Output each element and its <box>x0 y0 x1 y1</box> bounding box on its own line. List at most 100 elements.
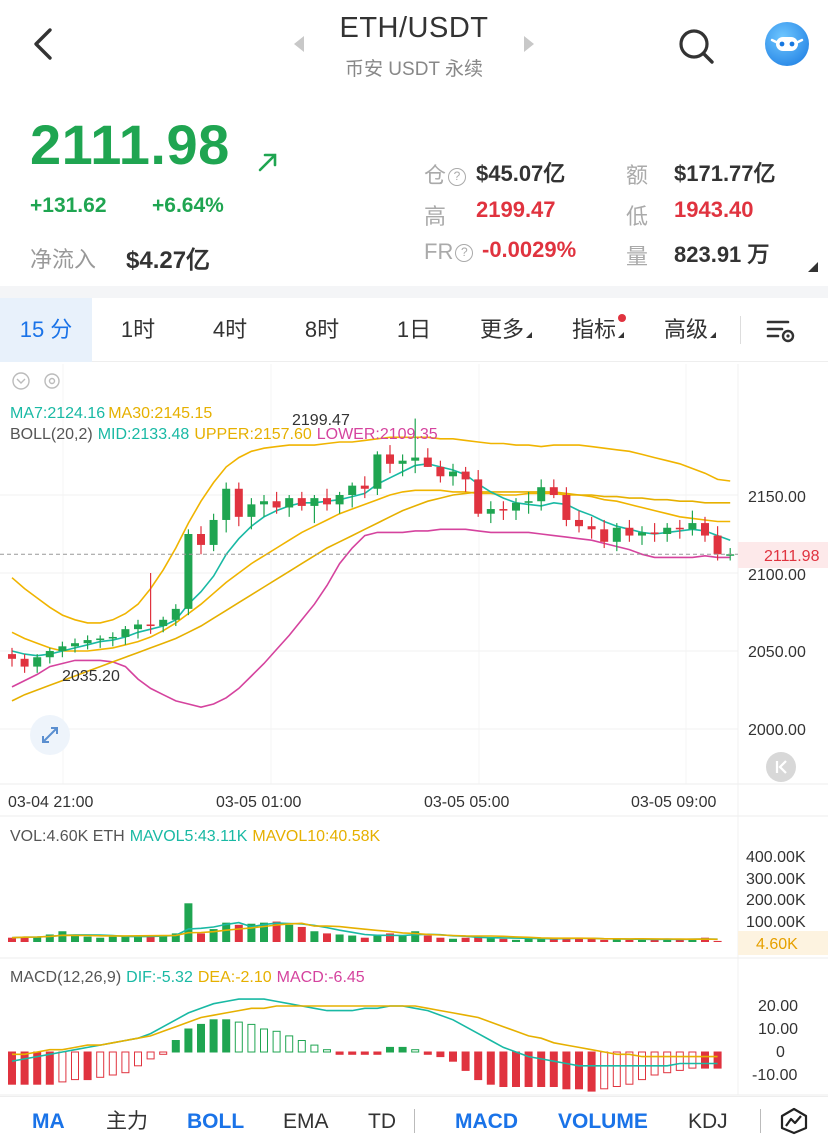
macd-bar <box>524 1051 533 1087</box>
mavol10-line <box>11 922 718 941</box>
indicator-kdj[interactable]: KDJ <box>688 1110 728 1133</box>
gear-icon[interactable] <box>44 373 60 389</box>
indicator-boll[interactable]: BOLL <box>187 1110 245 1133</box>
expand-corner-icon[interactable] <box>808 262 818 272</box>
drawing-tool-icon[interactable] <box>780 1107 808 1135</box>
candle-body <box>197 534 205 545</box>
legend-boll: BOLL(20,2) <box>10 426 93 443</box>
candle-body <box>575 519 583 527</box>
caret-icon <box>710 332 716 338</box>
boll-upper-line <box>11 436 731 624</box>
macd-bar <box>537 1051 546 1087</box>
volume-bar <box>663 938 672 942</box>
open-interest-label: 仓? <box>424 158 467 190</box>
candle-body <box>650 532 659 534</box>
indicator-td[interactable]: TD <box>368 1110 396 1133</box>
indicator-macd[interactable]: MACD <box>455 1110 518 1133</box>
macd-bar <box>297 1040 306 1053</box>
macd-bar <box>549 1051 558 1087</box>
high-label: 高 <box>424 204 447 229</box>
candle-body <box>449 471 457 477</box>
ma7-line <box>11 462 731 657</box>
prev-pair-icon[interactable] <box>294 36 304 52</box>
scroll-latest-button[interactable] <box>766 752 796 782</box>
candle-body <box>612 527 621 542</box>
volume-bar <box>83 936 92 942</box>
caret-icon <box>526 332 532 338</box>
low-marker-label: 2035.20 <box>62 668 120 685</box>
fullscreen-button[interactable] <box>30 715 70 755</box>
volume-bar <box>121 935 130 942</box>
legend-vol: VOL:4.60K ETH <box>10 828 125 845</box>
legend-dea: DEA:-2.10 <box>198 969 272 986</box>
macd-bar <box>45 1051 54 1085</box>
macd-bar <box>260 1028 268 1053</box>
volume-bar <box>713 940 722 942</box>
candle-body <box>209 519 218 545</box>
tab-1h[interactable]: 1时 <box>120 317 156 342</box>
y-tick-2100: 2100.00 <box>748 567 806 584</box>
volume-bar <box>474 936 483 942</box>
x-tick-2: 03-05 05:00 <box>424 794 510 811</box>
tab-4h[interactable]: 4时 <box>212 317 248 342</box>
indicator-bar: MA 主力 BOLL EMA TD MACD VOLUME KDJ <box>0 1096 828 1146</box>
chart-settings-icon[interactable] <box>766 318 796 344</box>
tab-indicators[interactable]: 指标 <box>552 298 644 362</box>
indicator-ma[interactable]: MA <box>32 1110 65 1133</box>
volume-bar <box>260 922 268 942</box>
candle-body <box>688 523 697 530</box>
macd-bar <box>713 1051 722 1069</box>
collapse-icon[interactable] <box>12 372 30 390</box>
candle-body <box>398 460 407 464</box>
turnover-value: $171.77亿 <box>674 161 776 186</box>
volume-bar <box>386 933 394 942</box>
legend-ma30: MA30:2145.15 <box>108 405 212 422</box>
indicator-ema[interactable]: EMA <box>283 1110 329 1133</box>
avatar-icon[interactable] <box>765 22 809 66</box>
tab-1d[interactable]: 1日 <box>396 317 432 342</box>
kline-chart[interactable]: MA7:2124.16 MA30:2145.15 BOLL(20,2) MID:21… <box>0 364 828 1096</box>
next-pair-icon[interactable] <box>524 36 534 52</box>
tab-8h[interactable]: 8时 <box>304 317 340 342</box>
funding-rate-label: FR? <box>424 239 474 265</box>
boll-bands <box>11 436 731 709</box>
low-label: 低 <box>626 204 649 229</box>
volume-bar <box>197 933 205 942</box>
indicator-volume[interactable]: VOLUME <box>558 1110 648 1133</box>
tab-divider <box>740 316 741 344</box>
macd-bar <box>688 1051 697 1069</box>
volume-bar <box>222 922 231 942</box>
macd-bar <box>411 1049 420 1053</box>
macd-bar <box>310 1044 319 1053</box>
volume-bar <box>146 935 155 942</box>
candle-body <box>524 501 533 503</box>
macd-bar <box>461 1051 470 1071</box>
funding-rate-value: -0.0029% <box>482 237 577 262</box>
exchange-label: 币安 USDT 永续 <box>345 59 483 80</box>
pair-title[interactable]: ETH/USDT <box>339 12 489 44</box>
tab-more[interactable]: 更多 <box>460 298 552 362</box>
search-icon[interactable] <box>676 26 716 66</box>
tab-advanced[interactable]: 高级 <box>644 298 736 362</box>
macd-bar <box>234 1021 243 1053</box>
volume-axis: 400.00K 300.00K 200.00K 100.00K 4.60K <box>738 849 828 955</box>
back-arrow-icon[interactable] <box>28 26 60 62</box>
notification-dot <box>618 314 626 322</box>
volume-bar <box>134 936 142 942</box>
candle-body <box>600 529 609 542</box>
candle-body <box>83 640 92 644</box>
macd-bar <box>474 1051 483 1081</box>
macd-bar <box>625 1051 634 1085</box>
macd-bar <box>335 1051 344 1055</box>
macd-bar <box>222 1019 231 1053</box>
net-inflow-value: $4.27亿 <box>126 247 211 274</box>
indicator-main-force[interactable]: 主力 <box>106 1110 148 1133</box>
candle-body <box>474 479 483 514</box>
vol-tick-200k: 200.00K <box>746 892 806 909</box>
help-icon[interactable]: ? <box>455 244 474 262</box>
macd-tick-20: 20.00 <box>758 998 798 1015</box>
volume-bar <box>108 936 117 942</box>
help-icon[interactable]: ? <box>448 168 467 186</box>
tab-15m[interactable]: 15 分 <box>0 298 92 362</box>
candle-body <box>146 624 155 627</box>
